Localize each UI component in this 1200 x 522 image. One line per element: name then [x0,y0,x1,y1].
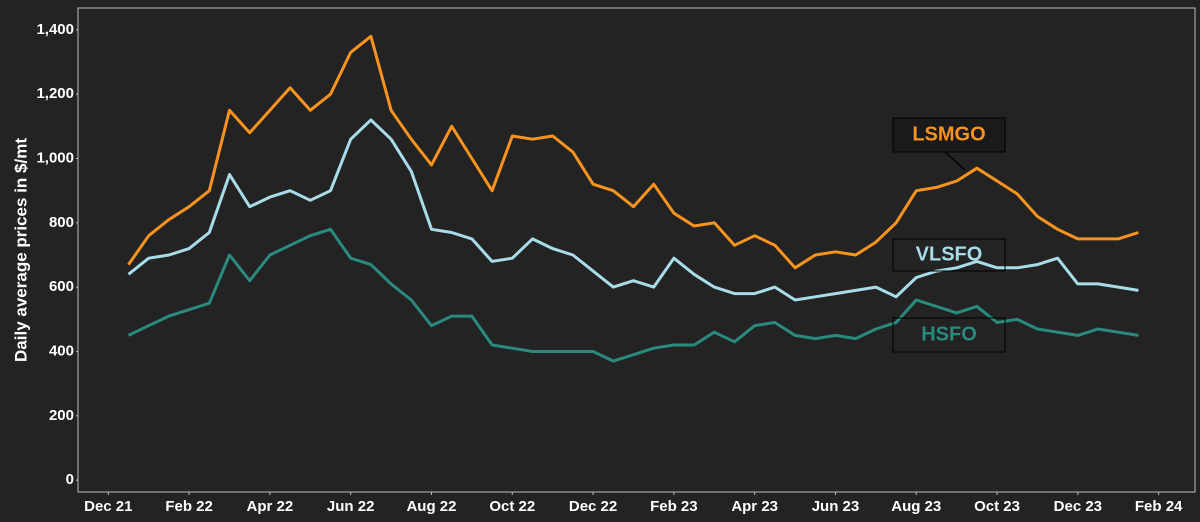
series-line [127,118,1139,302]
y-tick-label: 1,000 [36,149,74,166]
x-tick-label: Feb 24 [1135,498,1183,515]
label-box [892,317,1006,353]
x-tick-label: Apr 23 [731,498,778,515]
label-box [892,238,1006,272]
x-tick-label: Feb 22 [165,498,213,515]
y-tick-label: 600 [49,278,74,295]
x-tick-label: Oct 22 [489,498,535,515]
series-label: HSFO [921,323,977,345]
series-label: VLSFO [916,243,983,265]
x-tick-label: Oct 23 [974,498,1020,515]
y-tick-label: 1,400 [36,21,74,38]
y-tick-label: 1,200 [36,85,74,102]
label-box [892,117,1006,153]
x-tick-label: Feb 23 [650,498,698,515]
x-tick-label: Dec 21 [84,498,132,515]
x-tick-label: Jun 22 [327,498,375,515]
x-tick-label: Aug 23 [891,498,941,515]
y-tick-label: 200 [49,407,74,424]
x-tick-label: Dec 23 [1054,498,1102,515]
x-tick-label: Aug 22 [406,498,456,515]
y-tick-label: 400 [49,342,74,359]
x-tick-label: Dec 22 [569,498,617,515]
y-axis-label: Daily average prices in $/mt [11,138,30,362]
x-tick-label: Jun 23 [812,498,860,515]
label-pointer [944,151,966,171]
plot-area [77,7,1196,493]
lines [127,34,1139,363]
x-tick-label: Apr 22 [247,498,294,515]
series-line [127,227,1139,363]
series-line [127,34,1139,270]
y-tick-label: 0 [66,471,74,488]
series-label: LSMGO [912,123,985,145]
y-tick-label: 800 [49,214,74,231]
